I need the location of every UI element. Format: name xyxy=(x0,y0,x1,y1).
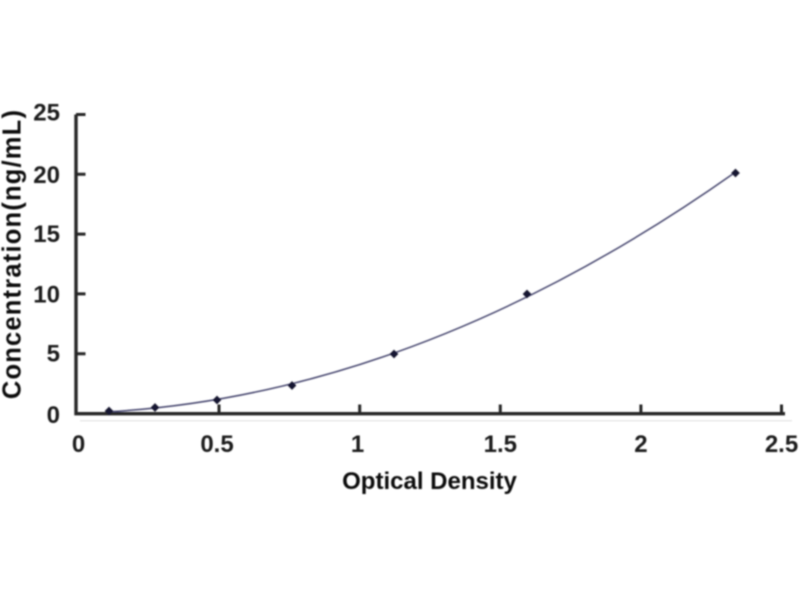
svg-text:0: 0 xyxy=(47,402,60,429)
svg-text:0: 0 xyxy=(72,431,85,458)
svg-text:0.5: 0.5 xyxy=(200,431,233,458)
svg-text:25: 25 xyxy=(33,100,60,127)
svg-text:2.5: 2.5 xyxy=(765,431,798,458)
svg-text:Concentration(ng/mL): Concentration(ng/mL) xyxy=(0,109,27,399)
svg-text:1: 1 xyxy=(351,431,364,458)
svg-text:5: 5 xyxy=(47,341,60,368)
svg-text:1.5: 1.5 xyxy=(484,431,517,458)
svg-text:20: 20 xyxy=(33,162,60,189)
svg-text:Optical Density: Optical Density xyxy=(342,468,517,495)
svg-text:10: 10 xyxy=(33,281,60,308)
svg-text:15: 15 xyxy=(33,221,60,248)
svg-text:2: 2 xyxy=(634,431,647,458)
